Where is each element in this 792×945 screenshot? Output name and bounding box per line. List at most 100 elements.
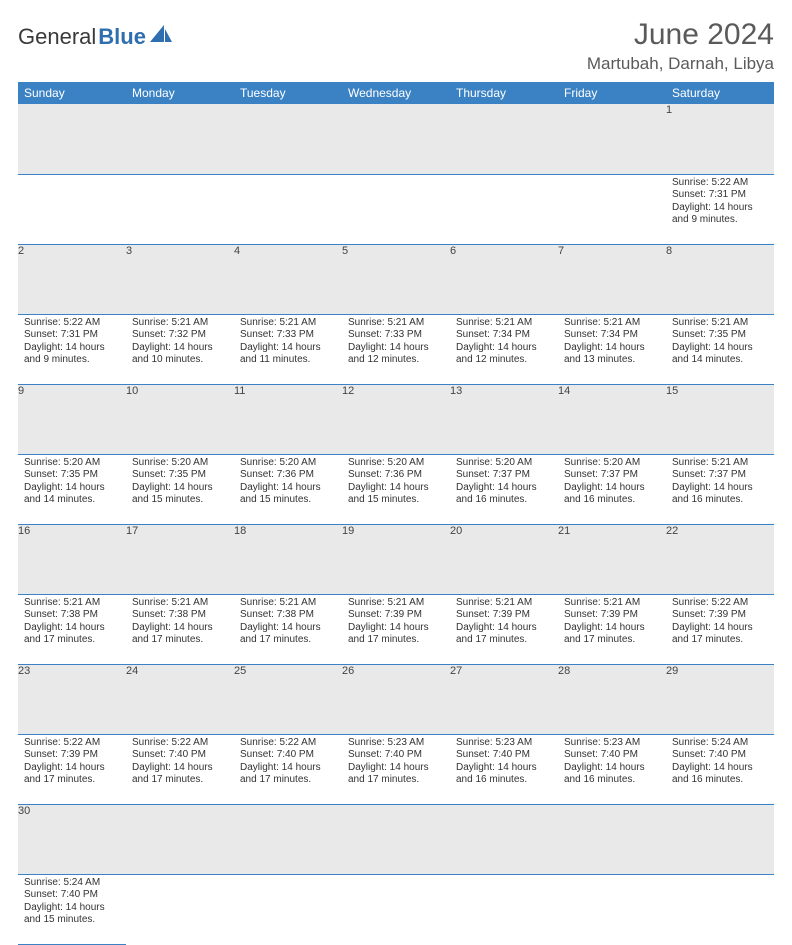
content-row: Sunrise: 5:21 AMSunset: 7:38 PMDaylight:… [18,594,774,664]
day-cell-6: Sunrise: 5:21 AMSunset: 7:34 PMDaylight:… [450,314,558,384]
sunrise-line: Sunrise: 5:21 AM [564,597,660,610]
weekday-wednesday: Wednesday [342,82,450,104]
calendar-body: 1Sunrise: 5:22 AMSunset: 7:31 PMDaylight… [18,104,774,944]
daylight-line: Daylight: 14 hours and 14 minutes. [24,482,120,507]
day-info: Sunrise: 5:21 AMSunset: 7:33 PMDaylight:… [342,315,450,371]
sunrise-line: Sunrise: 5:21 AM [240,317,336,330]
sunrise-line: Sunrise: 5:22 AM [672,177,768,190]
day-info: Sunrise: 5:21 AMSunset: 7:34 PMDaylight:… [558,315,666,371]
daynum-row: 30 [18,804,774,874]
daynum-27: 27 [450,664,558,734]
daynum-empty [558,804,666,874]
sunrise-line: Sunrise: 5:22 AM [672,597,768,610]
day-cell-19: Sunrise: 5:21 AMSunset: 7:39 PMDaylight:… [342,594,450,664]
content-row: Sunrise: 5:20 AMSunset: 7:35 PMDaylight:… [18,454,774,524]
daynum-row: 9101112131415 [18,384,774,454]
day-cell-13: Sunrise: 5:20 AMSunset: 7:37 PMDaylight:… [450,454,558,524]
day-cell-23: Sunrise: 5:22 AMSunset: 7:39 PMDaylight:… [18,734,126,804]
day-cell-5: Sunrise: 5:21 AMSunset: 7:33 PMDaylight:… [342,314,450,384]
sunset-line: Sunset: 7:38 PM [240,609,336,622]
location-text: Martubah, Darnah, Libya [587,54,774,74]
content-row: Sunrise: 5:22 AMSunset: 7:31 PMDaylight:… [18,314,774,384]
daylight-line: Daylight: 14 hours and 15 minutes. [240,482,336,507]
daynum-16: 16 [18,524,126,594]
day-info: Sunrise: 5:22 AMSunset: 7:31 PMDaylight:… [18,315,126,371]
sunset-line: Sunset: 7:37 PM [672,469,768,482]
day-info: Sunrise: 5:22 AMSunset: 7:40 PMDaylight:… [126,735,234,791]
day-cell-2: Sunrise: 5:22 AMSunset: 7:31 PMDaylight:… [18,314,126,384]
daylight-line: Daylight: 14 hours and 13 minutes. [564,342,660,367]
sunset-line: Sunset: 7:31 PM [24,329,120,342]
day-cell-empty [342,874,450,944]
day-info: Sunrise: 5:21 AMSunset: 7:38 PMDaylight:… [18,595,126,651]
day-cell-18: Sunrise: 5:21 AMSunset: 7:38 PMDaylight:… [234,594,342,664]
daynum-23: 23 [18,664,126,734]
daylight-line: Daylight: 14 hours and 15 minutes. [24,902,120,927]
day-cell-empty [126,174,234,244]
day-cell-21: Sunrise: 5:21 AMSunset: 7:39 PMDaylight:… [558,594,666,664]
sunset-line: Sunset: 7:40 PM [456,749,552,762]
daynum-3: 3 [126,244,234,314]
daynum-30: 30 [18,804,126,874]
daynum-10: 10 [126,384,234,454]
sunset-line: Sunset: 7:35 PM [24,469,120,482]
daylight-line: Daylight: 14 hours and 17 minutes. [240,622,336,647]
daynum-18: 18 [234,524,342,594]
daynum-5: 5 [342,244,450,314]
sunrise-line: Sunrise: 5:22 AM [132,737,228,750]
day-info: Sunrise: 5:20 AMSunset: 7:37 PMDaylight:… [558,455,666,511]
sunrise-line: Sunrise: 5:21 AM [456,317,552,330]
day-cell-29: Sunrise: 5:24 AMSunset: 7:40 PMDaylight:… [666,734,774,804]
daylight-line: Daylight: 14 hours and 17 minutes. [24,622,120,647]
calendar-table: SundayMondayTuesdayWednesdayThursdayFrid… [18,82,774,945]
day-info: Sunrise: 5:21 AMSunset: 7:35 PMDaylight:… [666,315,774,371]
header: GeneralBlue June 2024 Martubah, Darnah, … [18,18,774,74]
day-cell-9: Sunrise: 5:20 AMSunset: 7:35 PMDaylight:… [18,454,126,524]
daynum-row: 1 [18,104,774,174]
daynum-8: 8 [666,244,774,314]
day-info: Sunrise: 5:24 AMSunset: 7:40 PMDaylight:… [18,875,126,931]
sunrise-line: Sunrise: 5:24 AM [24,877,120,890]
weekday-monday: Monday [126,82,234,104]
sunset-line: Sunset: 7:34 PM [456,329,552,342]
daynum-20: 20 [450,524,558,594]
daynum-2: 2 [18,244,126,314]
day-info: Sunrise: 5:22 AMSunset: 7:39 PMDaylight:… [18,735,126,791]
day-cell-10: Sunrise: 5:20 AMSunset: 7:35 PMDaylight:… [126,454,234,524]
daynum-empty [126,104,234,174]
daylight-line: Daylight: 14 hours and 17 minutes. [348,762,444,787]
sunset-line: Sunset: 7:40 PM [24,889,120,902]
day-info: Sunrise: 5:20 AMSunset: 7:36 PMDaylight:… [342,455,450,511]
daynum-17: 17 [126,524,234,594]
content-row: Sunrise: 5:24 AMSunset: 7:40 PMDaylight:… [18,874,774,944]
sunset-line: Sunset: 7:39 PM [672,609,768,622]
day-cell-8: Sunrise: 5:21 AMSunset: 7:35 PMDaylight:… [666,314,774,384]
daynum-1: 1 [666,104,774,174]
daylight-line: Daylight: 14 hours and 17 minutes. [348,622,444,647]
day-info: Sunrise: 5:24 AMSunset: 7:40 PMDaylight:… [666,735,774,791]
day-info: Sunrise: 5:21 AMSunset: 7:39 PMDaylight:… [342,595,450,651]
sunrise-line: Sunrise: 5:21 AM [132,317,228,330]
daynum-empty [342,804,450,874]
day-info: Sunrise: 5:21 AMSunset: 7:37 PMDaylight:… [666,455,774,511]
day-cell-17: Sunrise: 5:21 AMSunset: 7:38 PMDaylight:… [126,594,234,664]
daylight-line: Daylight: 14 hours and 17 minutes. [456,622,552,647]
day-info: Sunrise: 5:22 AMSunset: 7:31 PMDaylight:… [666,175,774,231]
daylight-line: Daylight: 14 hours and 16 minutes. [456,482,552,507]
sunset-line: Sunset: 7:40 PM [240,749,336,762]
sunset-line: Sunset: 7:33 PM [348,329,444,342]
day-info: Sunrise: 5:21 AMSunset: 7:33 PMDaylight:… [234,315,342,371]
day-info: Sunrise: 5:21 AMSunset: 7:39 PMDaylight:… [558,595,666,651]
weekday-row: SundayMondayTuesdayWednesdayThursdayFrid… [18,82,774,104]
sunset-line: Sunset: 7:39 PM [456,609,552,622]
daylight-line: Daylight: 14 hours and 15 minutes. [348,482,444,507]
daynum-9: 9 [18,384,126,454]
day-cell-empty [234,874,342,944]
daynum-11: 11 [234,384,342,454]
sail-icon [150,25,172,43]
day-cell-11: Sunrise: 5:20 AMSunset: 7:36 PMDaylight:… [234,454,342,524]
calendar-head: SundayMondayTuesdayWednesdayThursdayFrid… [18,82,774,104]
sunset-line: Sunset: 7:38 PM [24,609,120,622]
sunset-line: Sunset: 7:34 PM [564,329,660,342]
sunrise-line: Sunrise: 5:23 AM [564,737,660,750]
